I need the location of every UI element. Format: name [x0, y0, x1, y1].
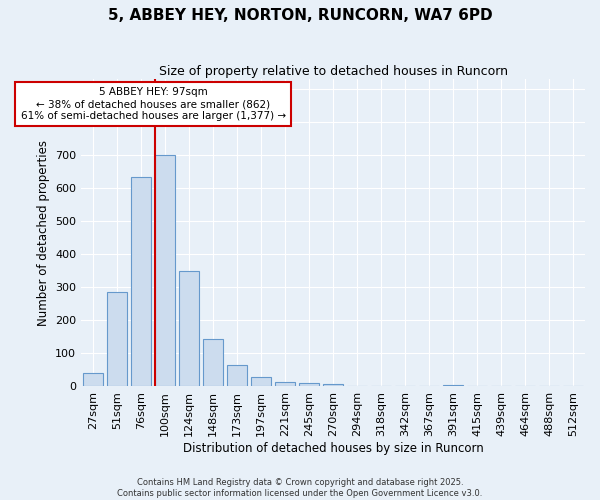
- Bar: [83, 372, 103, 386]
- Bar: [227, 365, 247, 386]
- Text: 5, ABBEY HEY, NORTON, RUNCORN, WA7 6PD: 5, ABBEY HEY, NORTON, RUNCORN, WA7 6PD: [107, 8, 493, 22]
- Bar: [179, 271, 199, 386]
- Bar: [155, 155, 175, 386]
- Y-axis label: Number of detached properties: Number of detached properties: [37, 140, 50, 326]
- Title: Size of property relative to detached houses in Runcorn: Size of property relative to detached ho…: [158, 65, 508, 78]
- X-axis label: Distribution of detached houses by size in Runcorn: Distribution of detached houses by size …: [182, 442, 484, 455]
- Text: 5 ABBEY HEY: 97sqm
← 38% of detached houses are smaller (862)
61% of semi-detach: 5 ABBEY HEY: 97sqm ← 38% of detached hou…: [20, 88, 286, 120]
- Bar: [299, 383, 319, 386]
- Bar: [203, 339, 223, 386]
- Bar: [443, 385, 463, 386]
- Bar: [131, 176, 151, 386]
- Bar: [251, 376, 271, 386]
- Bar: [275, 382, 295, 386]
- Text: Contains HM Land Registry data © Crown copyright and database right 2025.
Contai: Contains HM Land Registry data © Crown c…: [118, 478, 482, 498]
- Bar: [107, 292, 127, 386]
- Bar: [323, 384, 343, 386]
